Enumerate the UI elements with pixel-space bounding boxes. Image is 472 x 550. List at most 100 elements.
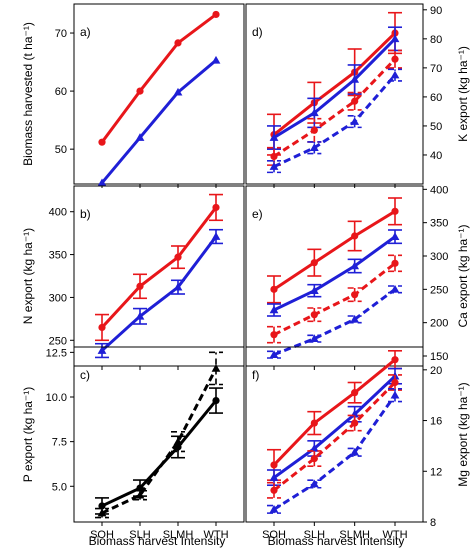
series-line xyxy=(273,375,397,479)
data-point-circle xyxy=(270,285,278,293)
y-tick-label: 250 xyxy=(49,335,67,347)
series-line xyxy=(100,235,218,352)
data-point-triangle xyxy=(350,75,360,83)
data-point-triangle xyxy=(97,508,107,517)
series-line xyxy=(273,74,397,168)
data-point-circle xyxy=(391,356,399,364)
data-point-triangle xyxy=(350,314,360,323)
data-point-triangle xyxy=(390,284,400,293)
series-line xyxy=(273,37,397,139)
data-point-circle xyxy=(391,55,399,63)
panel-c: 5.0 7.5 10.0 12.5 SOH SLH SLMH WTH P export (kg … xyxy=(21,346,245,541)
panel-label: d) xyxy=(252,25,263,39)
data-point-circle xyxy=(98,138,106,146)
series-line xyxy=(273,394,397,511)
data-point-triangle xyxy=(135,490,145,499)
series-line xyxy=(273,58,397,158)
data-point-triangle xyxy=(309,444,319,452)
x-tick-label: SLMH xyxy=(163,529,194,541)
y-axis-label: K export (kg ha⁻¹) xyxy=(456,46,470,142)
data-point-triangle xyxy=(309,334,319,342)
y-tick-label: 60 xyxy=(55,86,67,98)
panel-e: 150 200 250 300 350 400 Ca export (kg ha⁻¹) e) xyxy=(245,184,470,370)
y-axis-label: P export (kg ha⁻¹) xyxy=(21,387,35,482)
panel-b: 250 300 350 400 N export (kg ha⁻¹) b) xyxy=(21,185,245,370)
y-tick-label: 5.0 xyxy=(52,481,67,493)
y-tick-label: 350 xyxy=(49,250,67,262)
data-point-circle xyxy=(351,291,359,299)
data-point-triangle xyxy=(211,232,221,240)
data-point-circle xyxy=(136,484,144,492)
x-tick-label: SLH xyxy=(129,529,150,541)
y-tick-label: 50 xyxy=(430,121,442,133)
y-axis-label: N export (kg ha⁻¹) xyxy=(21,228,35,324)
panel-label: c) xyxy=(80,368,90,382)
data-point-triangle xyxy=(269,504,279,513)
data-point-triangle xyxy=(173,437,183,445)
data-point-circle xyxy=(391,207,399,215)
data-point-triangle xyxy=(390,390,400,399)
x-tick-label: SOH xyxy=(262,529,286,541)
y-tick-label: 40 xyxy=(430,150,442,162)
data-point-triangle xyxy=(97,178,107,187)
data-point-triangle xyxy=(350,261,360,270)
data-point-circle xyxy=(174,39,182,47)
series-line xyxy=(272,358,396,466)
y-tick-label: 10.0 xyxy=(46,392,67,404)
y-tick-label: 70 xyxy=(430,63,442,75)
series-line xyxy=(100,206,218,329)
data-point-circle xyxy=(270,331,278,339)
y-tick-label: 12.5 xyxy=(46,347,67,359)
y-axis-label: Mg export (kg ha⁻¹) xyxy=(456,382,470,486)
data-point-triangle xyxy=(269,133,279,141)
panel-label: e) xyxy=(252,207,263,221)
data-point-triangle xyxy=(269,305,279,314)
series-line xyxy=(101,399,218,508)
data-point-triangle xyxy=(309,143,319,152)
data-point-circle xyxy=(351,232,359,240)
y-tick-label: 250 xyxy=(430,284,448,296)
data-point-circle xyxy=(98,323,106,332)
y-tick-label: 300 xyxy=(430,251,448,263)
y-tick-label: 8 xyxy=(430,517,436,529)
data-point-circle xyxy=(270,486,278,494)
x-tick-label: SLMH xyxy=(339,529,370,541)
error-bar xyxy=(307,307,322,323)
data-point-triangle xyxy=(350,117,360,125)
series-line xyxy=(100,13,217,144)
y-tick-label: 20 xyxy=(430,365,442,377)
y-axis-label: Ca export (kg ha⁻¹) xyxy=(456,224,470,327)
data-point-circle xyxy=(212,396,220,405)
panel-d: 40 50 60 70 80 90 K export (kg ha⁻¹) d) xyxy=(245,3,470,188)
data-point-circle xyxy=(310,454,318,463)
data-point-circle xyxy=(136,282,144,290)
data-point-circle xyxy=(212,203,220,212)
x-tick-label: WTH xyxy=(382,529,407,541)
panel-f: 8 12 16 20 SOH SLH SLMH WTH Mg export (kg ha⁻¹) f… xyxy=(245,346,470,541)
series-line xyxy=(101,367,218,515)
plot-frame xyxy=(73,3,245,185)
y-tick-label: 60 xyxy=(430,92,442,104)
data-point-triangle xyxy=(309,479,319,488)
data-point-circle xyxy=(310,419,318,427)
y-tick-label: 7.5 xyxy=(52,437,67,449)
data-point-circle xyxy=(270,461,278,469)
data-point-triangle xyxy=(350,447,360,456)
data-point-triangle xyxy=(269,350,279,358)
panel-label: a) xyxy=(80,25,91,39)
y-tick-label: 400 xyxy=(430,184,448,196)
y-tick-label: 90 xyxy=(430,5,442,17)
series-line xyxy=(100,59,217,184)
x-tick-label: SLH xyxy=(304,529,325,541)
data-point-triangle xyxy=(173,282,183,291)
y-tick-label: 16 xyxy=(430,416,442,428)
x-tick-label: SOH xyxy=(90,529,114,541)
data-point-circle xyxy=(310,259,318,267)
error-bar xyxy=(388,254,402,273)
plot-frame xyxy=(245,346,424,523)
error-bar xyxy=(347,287,362,303)
error-bar xyxy=(388,49,402,69)
data-point-circle xyxy=(391,259,399,267)
series-line xyxy=(273,262,396,337)
data-point-circle xyxy=(270,152,278,161)
